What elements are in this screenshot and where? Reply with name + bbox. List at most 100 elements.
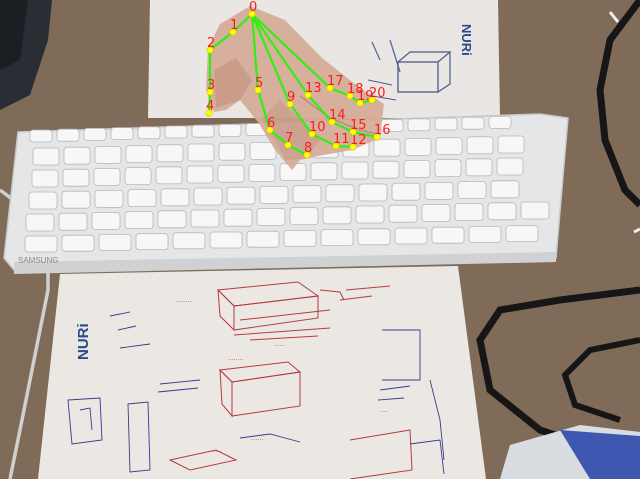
keyboard-key	[62, 168, 90, 187]
keyboard-key	[404, 137, 432, 156]
keyboard-key	[391, 182, 421, 201]
keyboard-key	[341, 161, 369, 180]
landmark-label: 5	[255, 76, 263, 91]
landmark-connection	[307, 94, 333, 123]
landmark-label: 0	[249, 0, 257, 15]
landmark-point	[373, 133, 381, 141]
landmark-point	[284, 141, 292, 149]
landmark-label: 20	[369, 86, 386, 101]
landmark-label: 11	[333, 132, 350, 147]
landmark-connection	[269, 129, 289, 146]
landmark-connection	[207, 91, 212, 114]
landmark-point	[206, 46, 214, 54]
bottom-paper: ........ ........ ...... ....... ..... .…	[38, 266, 486, 479]
keyboard-key	[193, 187, 223, 206]
landmark-connection	[289, 103, 313, 135]
landmark-point	[368, 96, 376, 104]
keyboard-key	[292, 185, 322, 204]
keyboard-key	[310, 162, 338, 181]
keyboard-key	[394, 227, 428, 245]
keyboard-key	[63, 146, 91, 165]
landmark-label: 3	[207, 78, 215, 93]
landmark-label: 8	[304, 141, 312, 156]
cable-lower-right	[476, 286, 640, 454]
keyboard-key	[125, 145, 153, 164]
landmark-point	[349, 128, 357, 136]
keyboard-key	[407, 118, 431, 132]
keyboard-key	[246, 230, 280, 248]
keyboard-key	[372, 160, 400, 179]
svg-text:....: ....	[380, 407, 388, 414]
landmark-connection	[311, 133, 337, 147]
keyboard-key	[256, 207, 286, 226]
svg-text:.......: .......	[250, 435, 263, 442]
landmark-point	[229, 28, 237, 36]
landmark-connection	[250, 13, 260, 91]
landmark-label: 4	[206, 99, 214, 114]
landmark-point	[304, 91, 312, 99]
svg-text:........: ........	[176, 297, 191, 304]
keyboard-key	[29, 129, 53, 143]
landmark-point	[326, 84, 334, 92]
keyboard-key	[31, 169, 59, 188]
keyboard-key	[93, 167, 121, 186]
keyboard-key	[32, 147, 60, 166]
keyboard-key	[157, 210, 187, 229]
keyboard-key	[94, 189, 124, 208]
keyboard-key	[355, 205, 385, 224]
keyboard-key	[434, 159, 462, 178]
keyboard-key	[127, 189, 157, 208]
landmark-connection	[251, 13, 309, 96]
keyboard-key	[520, 201, 550, 220]
keyboard-key	[457, 181, 487, 200]
keyboard: SAMSUNG	[3, 113, 569, 274]
svg-text:........: ........	[228, 355, 243, 362]
keyboard-key	[91, 211, 121, 230]
landmark-label: 14	[329, 108, 346, 123]
landmark-point	[254, 86, 262, 94]
keyboard-key	[497, 135, 525, 154]
keyboard-key	[468, 225, 502, 243]
keyboard-key	[164, 125, 188, 139]
landmark-connection	[209, 31, 234, 51]
keyboard-key	[434, 117, 458, 131]
landmark-point	[286, 100, 294, 108]
keyboard-key	[259, 185, 289, 204]
landmark-connection	[352, 130, 378, 139]
keyboard-key	[505, 225, 539, 243]
svg-text:.....: .....	[212, 447, 222, 454]
svg-text:......: ......	[274, 341, 286, 348]
keyboard-key	[110, 127, 134, 140]
keyboard-key	[490, 180, 520, 199]
keyboard-key	[61, 234, 95, 252]
keyboard-key	[388, 204, 418, 223]
keyboard-key	[325, 184, 355, 203]
keyboard-key	[191, 124, 215, 138]
keyboard-key	[320, 229, 354, 247]
keyboard-key	[156, 144, 184, 163]
keyboard-key	[283, 229, 317, 247]
keyboard-key	[466, 136, 494, 155]
keyboard-key	[218, 124, 242, 137]
bottom-paper-brand: NURi	[75, 323, 92, 360]
keyboard-key	[454, 203, 484, 222]
keyboard-key	[357, 228, 391, 246]
landmark-label: 13	[305, 81, 322, 96]
keyboard-key	[421, 203, 451, 222]
landmark-connection	[250, 13, 292, 105]
landmark-point	[266, 126, 274, 134]
keyboard-key	[487, 202, 517, 221]
keyboard-key	[223, 208, 253, 227]
keyboard-key	[98, 233, 132, 251]
keyboard-key	[461, 116, 485, 130]
keyboard-key	[25, 213, 55, 232]
landmark-label: 9	[287, 90, 295, 105]
keyboard-key	[135, 233, 169, 251]
keyboard-key	[373, 138, 401, 157]
landmark-label: 12	[350, 133, 367, 148]
keyboard-key	[58, 212, 88, 231]
keyboard-key	[435, 137, 463, 156]
keyboard-key	[431, 226, 465, 244]
keyboard-key	[56, 128, 80, 142]
